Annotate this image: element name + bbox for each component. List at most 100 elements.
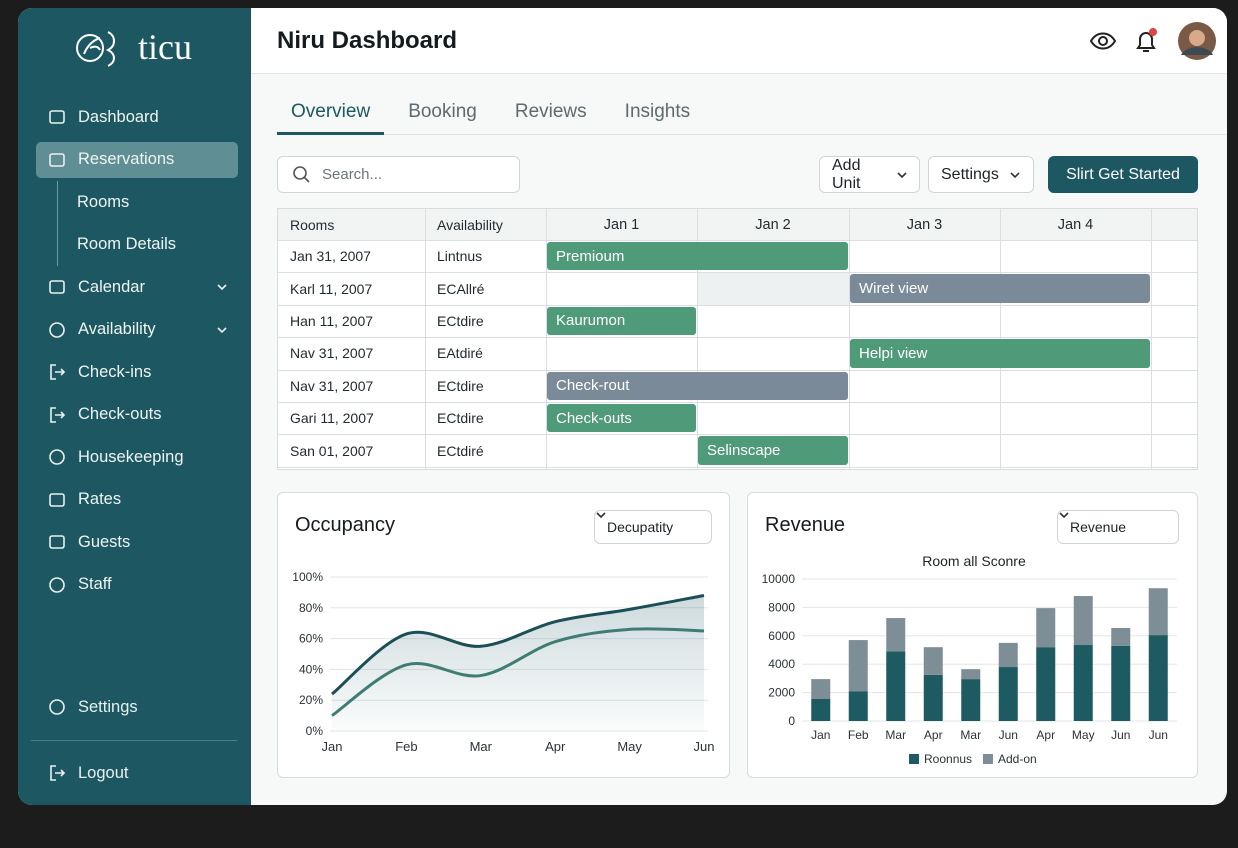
dropdown-label: Revenue — [1070, 519, 1127, 535]
nav-item[interactable]: Availability — [36, 309, 238, 352]
nav-label: Availability — [78, 320, 156, 339]
nav-item[interactable]: Check-ins — [36, 351, 238, 394]
nav-item[interactable]: Housekeeping — [36, 436, 238, 479]
bar-segment — [923, 647, 943, 675]
occupancy-card: Occupancy Decupatity 0% 20% 40% 60% 80% 100% Jan… — [277, 492, 730, 778]
logo-mark — [76, 31, 115, 67]
booking-bar[interactable]: Wiret view — [850, 274, 1150, 303]
chevron-path — [1010, 171, 1020, 178]
chart-dropdown[interactable]: Revenue — [1057, 510, 1179, 544]
dropdown-button[interactable]: Settings — [928, 156, 1034, 193]
bar-segment — [848, 691, 868, 721]
room-cell: Gari 11, 2007 — [290, 410, 374, 427]
icon-shape — [49, 110, 65, 125]
booking-bar[interactable]: Premioum — [547, 242, 848, 271]
chevron-path — [897, 171, 907, 178]
column-header: Jan 1 — [603, 216, 640, 233]
y-tick-label: 100% — [292, 570, 323, 584]
search-box[interactable]: Search... — [277, 156, 520, 193]
nav-item[interactable]: Guests — [36, 521, 238, 564]
x-tick-label: Jun — [694, 739, 715, 754]
y-tick-label: 2000 — [768, 686, 795, 700]
nav-item[interactable]: Rooms — [36, 181, 238, 224]
y-tick-label: 80% — [299, 601, 323, 615]
row-line — [278, 402, 1197, 403]
nav-icon — [49, 492, 65, 507]
booking-bar[interactable]: Check-rout — [547, 371, 848, 400]
icon-shape — [49, 492, 65, 507]
row-line — [278, 337, 1197, 339]
x-tick-label: Apr — [1036, 728, 1055, 742]
nav-item[interactable]: Staff — [36, 564, 238, 607]
tab[interactable]: Insights — [624, 101, 691, 122]
legend-swatch — [909, 754, 919, 764]
footer-label: Settings — [78, 697, 138, 716]
dropdown-label: Decupatity — [607, 519, 674, 535]
nav-item[interactable]: Room Details — [36, 223, 238, 267]
availability-cell: ECtdiré — [437, 442, 484, 459]
booking-bar[interactable]: Check-outs — [547, 404, 696, 433]
bar-segment — [1148, 635, 1168, 721]
column-line — [697, 209, 698, 469]
y-tick-label: 4000 — [768, 657, 795, 671]
booking-bar[interactable]: Helpi view — [850, 339, 1150, 368]
column-header: Jan — [1151, 209, 1197, 240]
icon-shape — [50, 765, 66, 781]
column-line — [849, 209, 850, 469]
x-tick-label: Feb — [395, 739, 417, 754]
booking-bar[interactable]: Kaurumon — [547, 306, 696, 336]
avatar[interactable] — [1178, 22, 1216, 60]
nav-icon — [49, 576, 65, 593]
nav-item[interactable]: Dashboard — [36, 96, 238, 139]
button-label: Settings — [941, 165, 999, 183]
column-line — [1000, 209, 1001, 469]
tabs: Overview Booking Reviews Insights — [277, 95, 1227, 135]
nav-label: Room Details — [77, 235, 177, 254]
tab[interactable]: Booking — [408, 101, 477, 122]
x-tick-label: Jan — [811, 728, 830, 742]
footer-item[interactable]: Settings — [36, 687, 238, 727]
nav-icon — [49, 449, 65, 466]
nav-item[interactable]: Check-outs — [36, 394, 238, 437]
availability-cell: ECtdire — [437, 410, 484, 427]
bar-segment — [1036, 608, 1056, 648]
x-tick-label: Feb — [848, 728, 869, 742]
chart-dropdown[interactable]: Decupatity — [594, 510, 712, 544]
nav-label: Calendar — [78, 277, 145, 296]
x-tick-label: Mar — [960, 728, 981, 742]
availability-cell: EAtdiré — [437, 345, 483, 362]
column-header: Availability — [437, 216, 503, 233]
nav-item[interactable]: Reservations — [36, 139, 238, 182]
eye-icon[interactable] — [1089, 32, 1117, 50]
legend-label: Roonnus — [924, 752, 972, 766]
tab[interactable]: Reviews — [514, 101, 587, 122]
y-tick-label: 8000 — [768, 600, 795, 614]
dropdown-button[interactable]: Add Unit — [819, 156, 920, 193]
icon-shape — [49, 280, 65, 295]
icon-shape — [49, 321, 65, 338]
availability-cell: ECAllré — [437, 280, 485, 297]
bar-segment — [1111, 645, 1131, 721]
nav-label: Reservations — [78, 150, 175, 169]
bar-segment — [1148, 588, 1168, 636]
nav-item[interactable]: Calendar — [36, 266, 238, 309]
tab[interactable]: Overview — [277, 95, 385, 135]
icon-shape — [50, 406, 66, 423]
bar-segment — [848, 640, 868, 692]
y-tick-label: 10000 — [762, 572, 796, 586]
column-line — [425, 209, 426, 469]
room-cell: Jan 31, 2007 — [290, 248, 371, 265]
nav-icon — [50, 406, 66, 423]
footer-item[interactable]: Logout — [36, 753, 238, 793]
booking-bar[interactable]: Selinscape — [698, 436, 848, 465]
nav-item[interactable]: Rates — [36, 479, 238, 522]
nav-label: Rates — [78, 490, 122, 509]
icon-shape — [49, 152, 65, 167]
x-tick-label: Jun — [1149, 728, 1168, 742]
bell-icon[interactable] — [1136, 28, 1157, 52]
reservation-table: Rooms Availability Jan 1 Jan 2 Jan 3 Jan 4 Jan… — [277, 208, 1198, 470]
bar-segment — [923, 674, 943, 721]
chart-title: Revenue — [765, 514, 846, 536]
primary-button[interactable]: Slirt Get Started — [1048, 156, 1198, 193]
